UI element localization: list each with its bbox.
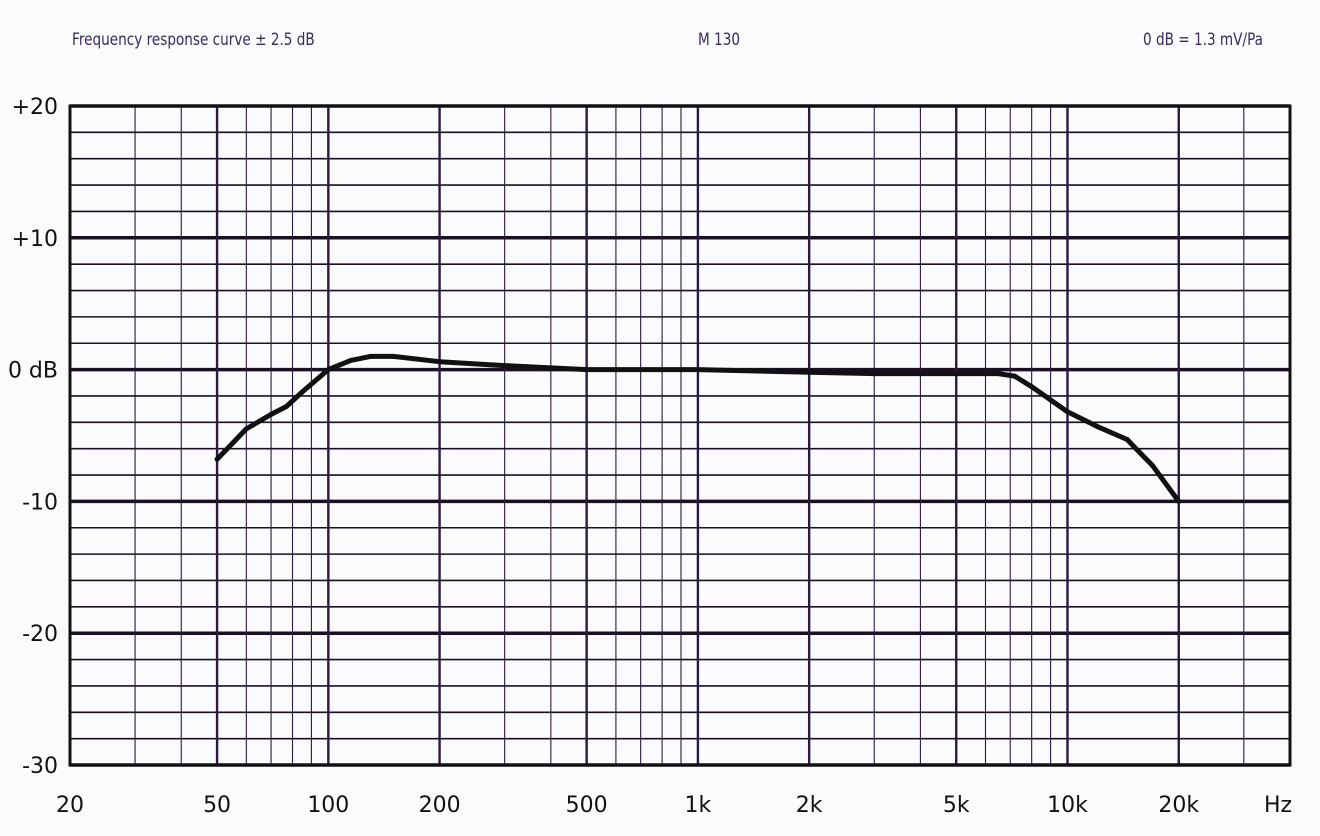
x-tick-label: 200 <box>419 793 461 818</box>
x-tick-label: 100 <box>307 793 349 818</box>
data-point <box>268 411 274 417</box>
data-point <box>871 371 877 377</box>
data-point <box>283 404 289 410</box>
data-point <box>243 426 249 432</box>
data-point <box>502 363 508 369</box>
data-point <box>348 357 354 363</box>
data-point <box>390 353 396 359</box>
x-tick-label: 500 <box>566 793 608 818</box>
x-tick-label: 20 <box>56 793 84 818</box>
data-point <box>806 369 812 375</box>
data-point <box>367 353 373 359</box>
data-point <box>299 389 305 395</box>
data-point <box>229 440 235 446</box>
response-curve <box>214 353 1182 504</box>
x-unit-label: Hz <box>1264 793 1292 818</box>
chart-title: Frequency response curve ± 2.5 dB <box>72 30 315 50</box>
data-point <box>1150 463 1156 469</box>
plot-border <box>68 104 1292 767</box>
sensitivity-label: 0 dB = 1.3 mV/Pa <box>1143 30 1263 50</box>
data-point <box>1029 384 1035 390</box>
data-point <box>1048 397 1054 403</box>
data-point <box>695 367 701 373</box>
x-tick-label: 10k <box>1047 793 1088 818</box>
data-point <box>995 371 1001 377</box>
y-tick-label: 0 dB <box>8 359 58 384</box>
x-tick-label: 20k <box>1158 793 1199 818</box>
x-tick-label: 1k <box>685 793 712 818</box>
y-tick-label: +10 <box>12 227 58 252</box>
model-label: M 130 <box>698 30 741 50</box>
y-tick-label: -30 <box>22 754 58 779</box>
x-tick-label: 50 <box>203 793 231 818</box>
data-point <box>1124 436 1130 442</box>
data-point <box>1176 498 1182 504</box>
x-tick-label: 2k <box>796 793 823 818</box>
y-tick-label: -10 <box>22 490 58 515</box>
x-tick-label: 5k <box>943 793 970 818</box>
data-point <box>1094 423 1100 429</box>
data-point <box>584 367 590 373</box>
data-point <box>1064 409 1070 415</box>
data-point <box>325 367 331 373</box>
y-tick-label: -20 <box>22 622 58 647</box>
data-point <box>1012 373 1018 379</box>
data-point <box>214 456 220 462</box>
y-tick-label: +20 <box>12 95 58 120</box>
data-point <box>437 359 443 365</box>
data-point <box>953 371 959 377</box>
